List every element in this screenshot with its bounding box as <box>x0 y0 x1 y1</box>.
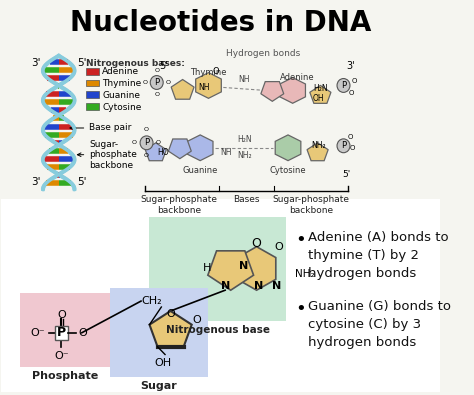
Polygon shape <box>171 79 194 99</box>
Text: Adenine: Adenine <box>102 67 139 76</box>
Text: O: O <box>156 140 161 145</box>
Text: NH₂: NH₂ <box>311 141 326 150</box>
Bar <box>86 103 100 110</box>
Text: NH: NH <box>198 83 210 92</box>
Text: 5': 5' <box>342 169 350 179</box>
Text: O: O <box>350 145 356 151</box>
Text: NH₂: NH₂ <box>295 269 315 279</box>
Circle shape <box>337 139 350 153</box>
Text: O⁻: O⁻ <box>30 328 45 338</box>
Text: N: N <box>239 261 248 271</box>
Polygon shape <box>261 82 284 101</box>
Text: OH: OH <box>155 358 172 369</box>
Text: N: N <box>272 281 282 291</box>
Text: Nitrogenous base: Nitrogenous base <box>166 325 270 335</box>
Polygon shape <box>307 143 328 161</box>
Bar <box>55 326 68 340</box>
Text: Guanine (G) bonds to
cytosine (C) by 3
hydrogen bonds: Guanine (G) bonds to cytosine (C) by 3 h… <box>309 300 451 349</box>
Text: H₂N: H₂N <box>237 135 251 144</box>
FancyBboxPatch shape <box>110 288 208 377</box>
Circle shape <box>140 136 153 150</box>
Text: O: O <box>144 128 149 132</box>
Text: •: • <box>295 300 306 318</box>
Text: O: O <box>154 92 159 98</box>
FancyBboxPatch shape <box>149 217 286 321</box>
Text: O: O <box>166 309 175 319</box>
Text: O: O <box>143 80 147 85</box>
Text: HO: HO <box>157 148 169 157</box>
Text: Hydrogen bonds: Hydrogen bonds <box>226 49 300 58</box>
Text: Sugar: Sugar <box>141 381 177 391</box>
Text: CH₂: CH₂ <box>142 296 163 306</box>
Text: Cytosine: Cytosine <box>102 103 142 112</box>
Circle shape <box>150 75 163 89</box>
Text: Sugar-phosphate
backbone: Sugar-phosphate backbone <box>273 195 350 214</box>
Text: O⁻: O⁻ <box>54 350 69 361</box>
Text: H₂N: H₂N <box>313 84 328 93</box>
Polygon shape <box>196 73 221 98</box>
Text: O: O <box>252 237 262 250</box>
Text: Sugar-
phosphate
backbone: Sugar- phosphate backbone <box>77 140 137 169</box>
Text: O: O <box>57 310 66 320</box>
Text: O: O <box>193 315 201 325</box>
Text: Nitrogenous bases:: Nitrogenous bases: <box>86 59 185 68</box>
Text: NH: NH <box>220 148 232 157</box>
Text: Guanine: Guanine <box>182 166 218 175</box>
Text: N: N <box>220 281 230 291</box>
Text: O: O <box>352 77 357 83</box>
Text: 3': 3' <box>31 177 40 187</box>
Text: Phosphate: Phosphate <box>32 371 98 381</box>
Polygon shape <box>280 77 305 103</box>
Text: O: O <box>132 140 137 145</box>
Text: O: O <box>274 242 283 252</box>
Polygon shape <box>310 85 331 103</box>
Polygon shape <box>237 247 276 290</box>
Text: Sugar-phosphate
backbone: Sugar-phosphate backbone <box>140 195 218 214</box>
Text: Thymine: Thymine <box>190 68 227 77</box>
Text: O: O <box>347 134 353 140</box>
Text: Guanine: Guanine <box>102 91 140 100</box>
Text: 3': 3' <box>346 61 355 71</box>
Bar <box>86 68 100 75</box>
Text: OH: OH <box>313 94 325 103</box>
Text: P: P <box>341 141 346 150</box>
Bar <box>86 91 100 98</box>
FancyBboxPatch shape <box>1 199 440 392</box>
Text: •: • <box>295 231 306 249</box>
Text: O: O <box>144 153 149 158</box>
Text: Base pair: Base pair <box>70 124 132 132</box>
Text: 5': 5' <box>159 61 168 71</box>
Polygon shape <box>149 311 191 347</box>
Text: P: P <box>154 78 159 87</box>
Bar <box>86 79 100 87</box>
Text: Adenine (A) bonds to
thymine (T) by 2
hydrogen bonds: Adenine (A) bonds to thymine (T) by 2 hy… <box>309 231 449 280</box>
Polygon shape <box>208 251 254 290</box>
Text: P: P <box>57 326 66 339</box>
Text: 5': 5' <box>77 177 87 187</box>
Text: O: O <box>213 67 219 76</box>
Text: H: H <box>202 263 211 273</box>
Text: P: P <box>144 138 149 147</box>
Text: P: P <box>341 81 346 90</box>
Text: Thymine: Thymine <box>102 79 141 88</box>
Polygon shape <box>275 135 301 161</box>
Text: Adenine: Adenine <box>280 73 315 82</box>
Polygon shape <box>145 143 166 161</box>
Text: Cytosine: Cytosine <box>270 166 306 175</box>
Text: O: O <box>154 68 159 73</box>
Text: N: N <box>254 281 263 291</box>
Text: NH₂: NH₂ <box>237 151 251 160</box>
Text: O: O <box>348 90 354 96</box>
Text: 5': 5' <box>77 58 87 68</box>
Text: NH: NH <box>238 75 250 84</box>
Text: Nucleotides in DNA: Nucleotides in DNA <box>70 9 371 37</box>
FancyBboxPatch shape <box>20 293 110 367</box>
Text: 3': 3' <box>31 58 40 68</box>
Text: O: O <box>166 80 171 85</box>
Polygon shape <box>187 135 213 161</box>
Circle shape <box>337 79 350 92</box>
Text: Bases: Bases <box>233 195 260 204</box>
Text: O: O <box>78 328 87 338</box>
Polygon shape <box>168 139 191 159</box>
